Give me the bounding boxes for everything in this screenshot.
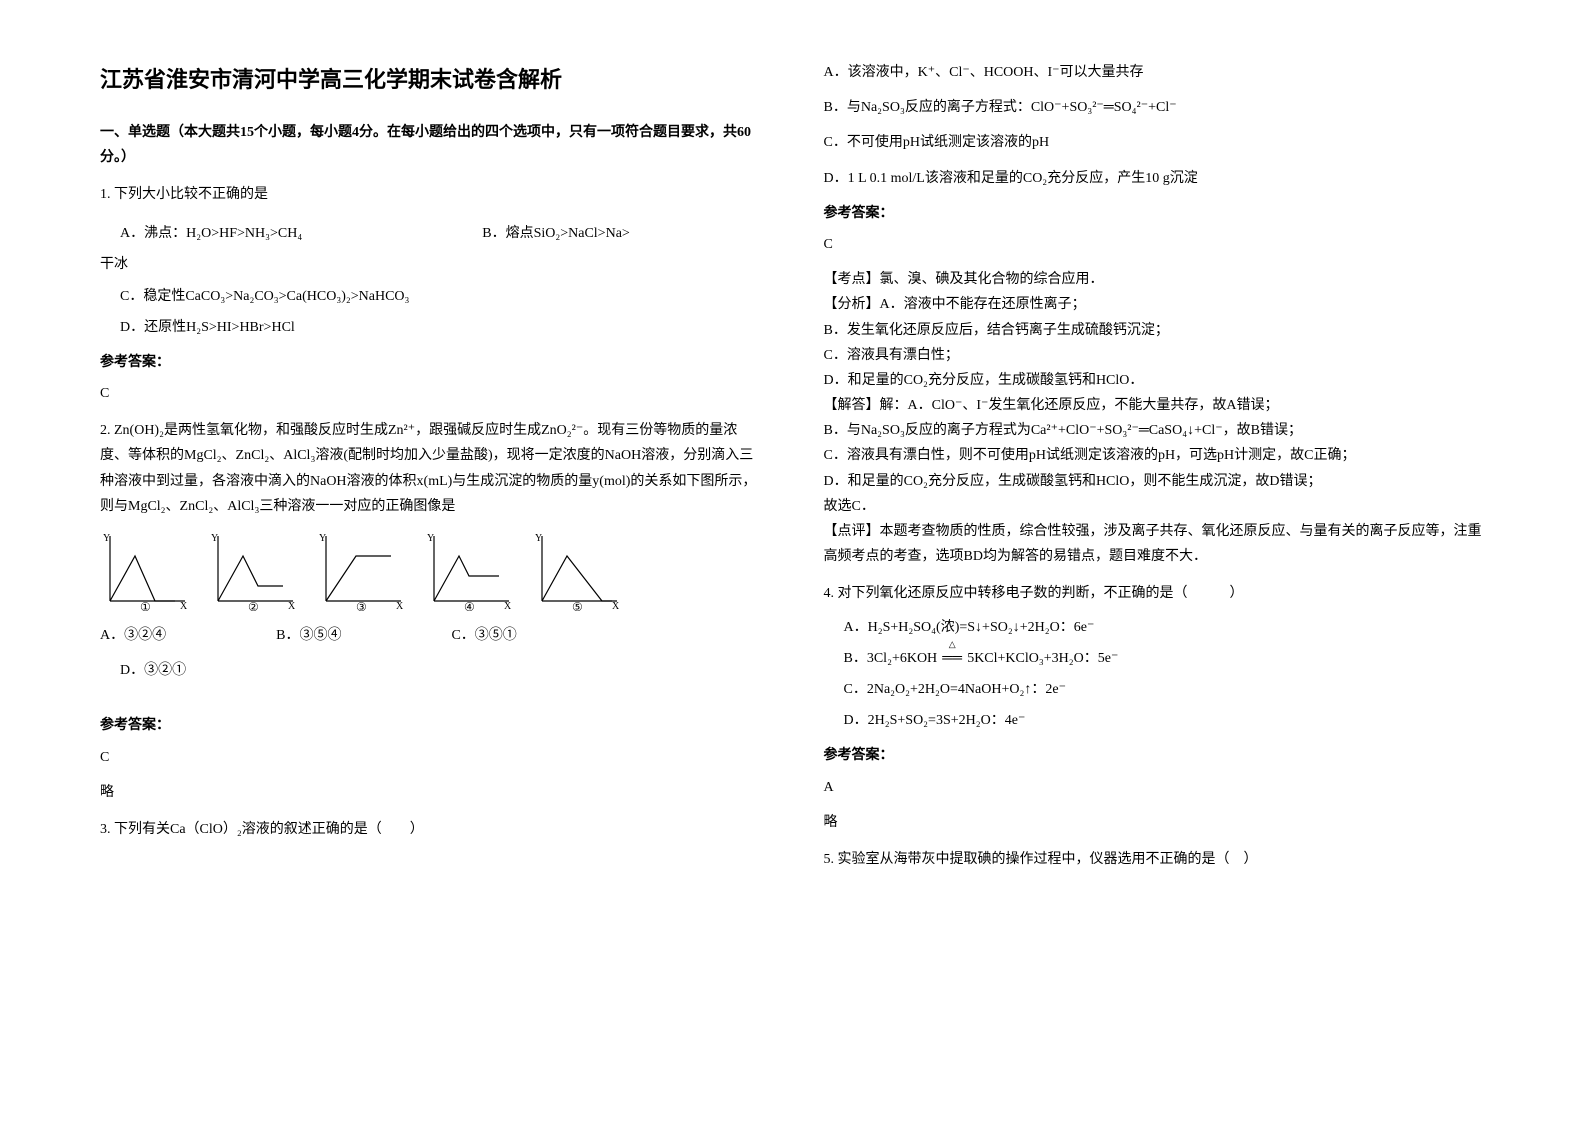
q3-fenxi-b: B．发生氧化还原反应后，结合钙离子生成硫酸钙沉淀； — [824, 318, 1488, 343]
q3-option-d: D．1 L 0.1 mol/L该溶液和足量的CO₂充分反应，产生10 g沉淀 — [824, 166, 1488, 191]
q2-answer: C — [100, 745, 764, 770]
svg-text:X: X — [396, 601, 404, 611]
q2-choice-d: D．③②① — [120, 658, 764, 683]
question-3-options: A．该溶液中，K⁺、Cl⁻、HCOOH、I⁻可以大量共存 B．与Na₂SO₃反应… — [824, 60, 1488, 569]
svg-text:Y: Y — [103, 533, 110, 544]
q3-kaodian: 【考点】氯、溴、碘及其化合物的综合应用． — [824, 267, 1488, 292]
svg-text:①: ① — [140, 600, 151, 611]
right-column: A．该溶液中，K⁺、Cl⁻、HCOOH、I⁻可以大量共存 B．与Na₂SO₃反应… — [824, 60, 1488, 1062]
q3-dianping: 【点评】本题考查物质的性质，综合性较强，涉及离子共存、氧化还原反应、与量有关的离… — [824, 519, 1488, 569]
q4-stem: 4. 对下列氧化还原反应中转移电子数的判断，不正确的是（ ） — [824, 581, 1488, 606]
q1-option-d: D．还原性H₂S>HI>HBr>HCl — [120, 315, 764, 340]
q4-option-d: D．2H₂S+SO₂=3S+2H₂O：4e⁻ — [844, 708, 1488, 733]
q3-jieda-d: D．和足量的CO₂充分反应，生成碳酸氢钙和HClO，则不能生成沉淀，故D错误； — [824, 469, 1488, 494]
graph-row: Y X ① Y X ② — [100, 531, 764, 611]
q4-note: 略 — [824, 810, 1488, 835]
q3-answer-label: 参考答案： — [824, 201, 1488, 226]
q3-guxuan: 故选C． — [824, 494, 1488, 519]
section-header: 一、单选题（本大题共15个小题，每小题4分。在每小题给出的四个选项中，只有一项符… — [100, 120, 764, 170]
svg-text:Y: Y — [211, 533, 218, 544]
q2-choices-row1: A．③②④ B．③⑤④ C．③⑤① — [100, 623, 764, 648]
q3-jieda-a: 【解答】解：A．ClO⁻、I⁻发生氧化还原反应，不能大量共存，故A错误； — [824, 393, 1488, 418]
q3-jieda-b: B．与Na₂SO₃反应的离子方程式为Ca²⁺+ClO⁻+SO₃²⁻═CaSO₄↓… — [824, 418, 1488, 443]
q2-choice-a: A．③②④ — [100, 623, 166, 648]
question-4: 4. 对下列氧化还原反应中转移电子数的判断，不正确的是（ ） A．H₂S+H₂S… — [824, 581, 1488, 835]
q1-option-b-tail: 干冰 — [100, 252, 764, 277]
svg-text:②: ② — [248, 600, 259, 611]
q1-option-b: B．熔点SiO₂>NaCl>Na> — [482, 221, 630, 246]
svg-text:Y: Y — [427, 533, 434, 544]
svg-text:③: ③ — [356, 600, 367, 611]
question-2: 2. Zn(OH)₂是两性氢氧化物，和强酸反应时生成Zn²⁺，跟强碱反应时生成Z… — [100, 418, 764, 805]
q4-answer-label: 参考答案： — [824, 743, 1488, 768]
q5-stem: 5. 实验室从海带灰中提取碘的操作过程中，仪器选用不正确的是（ ） — [824, 847, 1488, 872]
svg-text:X: X — [288, 601, 296, 611]
q4-option-c: C．2Na₂O₂+2H₂O=4NaOH+O₂↑：2e⁻ — [844, 677, 1488, 702]
left-column: 江苏省淮安市清河中学高三化学期末试卷含解析 一、单选题（本大题共15个小题，每小… — [100, 60, 764, 1062]
graph-1: Y X ① — [100, 531, 190, 611]
q4-answer: A — [824, 775, 1488, 800]
q1-option-a: A．沸点：H₂O>HF>NH₃>CH₄ — [120, 221, 302, 246]
q3-option-a: A．该溶液中，K⁺、Cl⁻、HCOOH、I⁻可以大量共存 — [824, 60, 1488, 85]
q3-stem: 3. 下列有关Ca（ClO）₂溶液的叙述正确的是（ ） — [100, 817, 764, 842]
q4-option-b: B．3Cl₂+6KOH△══5KCl+KClO₃+3H₂O：5e⁻ — [844, 646, 1488, 671]
q2-choice-c: C．③⑤① — [451, 623, 516, 648]
q2-answer-label: 参考答案： — [100, 713, 764, 738]
graph-4: Y X ④ — [424, 531, 514, 611]
q2-choice-b: B．③⑤④ — [276, 623, 341, 648]
q3-option-c: C．不可使用pH试纸测定该溶液的pH — [824, 130, 1488, 155]
page-title: 江苏省淮安市清河中学高三化学期末试卷含解析 — [100, 60, 764, 100]
q3-fenxi-c: C．溶液具有漂白性； — [824, 343, 1488, 368]
question-3-stem-only: 3. 下列有关Ca（ClO）₂溶液的叙述正确的是（ ） — [100, 817, 764, 842]
q3-option-b: B．与Na₂SO₃反应的离子方程式：ClO⁻+SO₃²⁻═SO₄²⁻+Cl⁻ — [824, 95, 1488, 120]
q3-jieda-c: C．溶液具有漂白性，则不可使用pH试纸测定该溶液的pH，可选pH计测定，故C正确… — [824, 443, 1488, 468]
svg-text:⑤: ⑤ — [572, 600, 583, 611]
graph-2: Y X ② — [208, 531, 298, 611]
q3-fenxi-d: D．和足量的CO₂充分反应，生成碳酸氢钙和HClO． — [824, 368, 1488, 393]
svg-text:X: X — [504, 601, 512, 611]
svg-text:④: ④ — [464, 600, 475, 611]
graph-3: Y X ③ — [316, 531, 406, 611]
q1-answer-label: 参考答案： — [100, 350, 764, 375]
q2-note: 略 — [100, 780, 764, 805]
svg-text:Y: Y — [535, 533, 542, 544]
q1-answer: C — [100, 381, 764, 406]
question-5: 5. 实验室从海带灰中提取碘的操作过程中，仪器选用不正确的是（ ） — [824, 847, 1488, 872]
question-1: 1. 下列大小比较不正确的是 A．沸点：H₂O>HF>NH₃>CH₄ B．熔点S… — [100, 182, 764, 406]
q2-stem: 2. Zn(OH)₂是两性氢氧化物，和强酸反应时生成Zn²⁺，跟强碱反应时生成Z… — [100, 418, 764, 519]
svg-text:X: X — [612, 601, 620, 611]
q3-answer: C — [824, 232, 1488, 257]
q1-option-c: C．稳定性CaCO₃>Na₂CO₃>Ca(HCO₃)₂>NaHCO₃ — [120, 284, 764, 309]
svg-text:X: X — [180, 601, 188, 611]
graph-5: Y X ⑤ — [532, 531, 622, 611]
q3-fenxi-a: 【分析】A．溶液中不能存在还原性离子； — [824, 292, 1488, 317]
q1-stem: 1. 下列大小比较不正确的是 — [100, 182, 764, 207]
svg-text:Y: Y — [319, 533, 326, 544]
